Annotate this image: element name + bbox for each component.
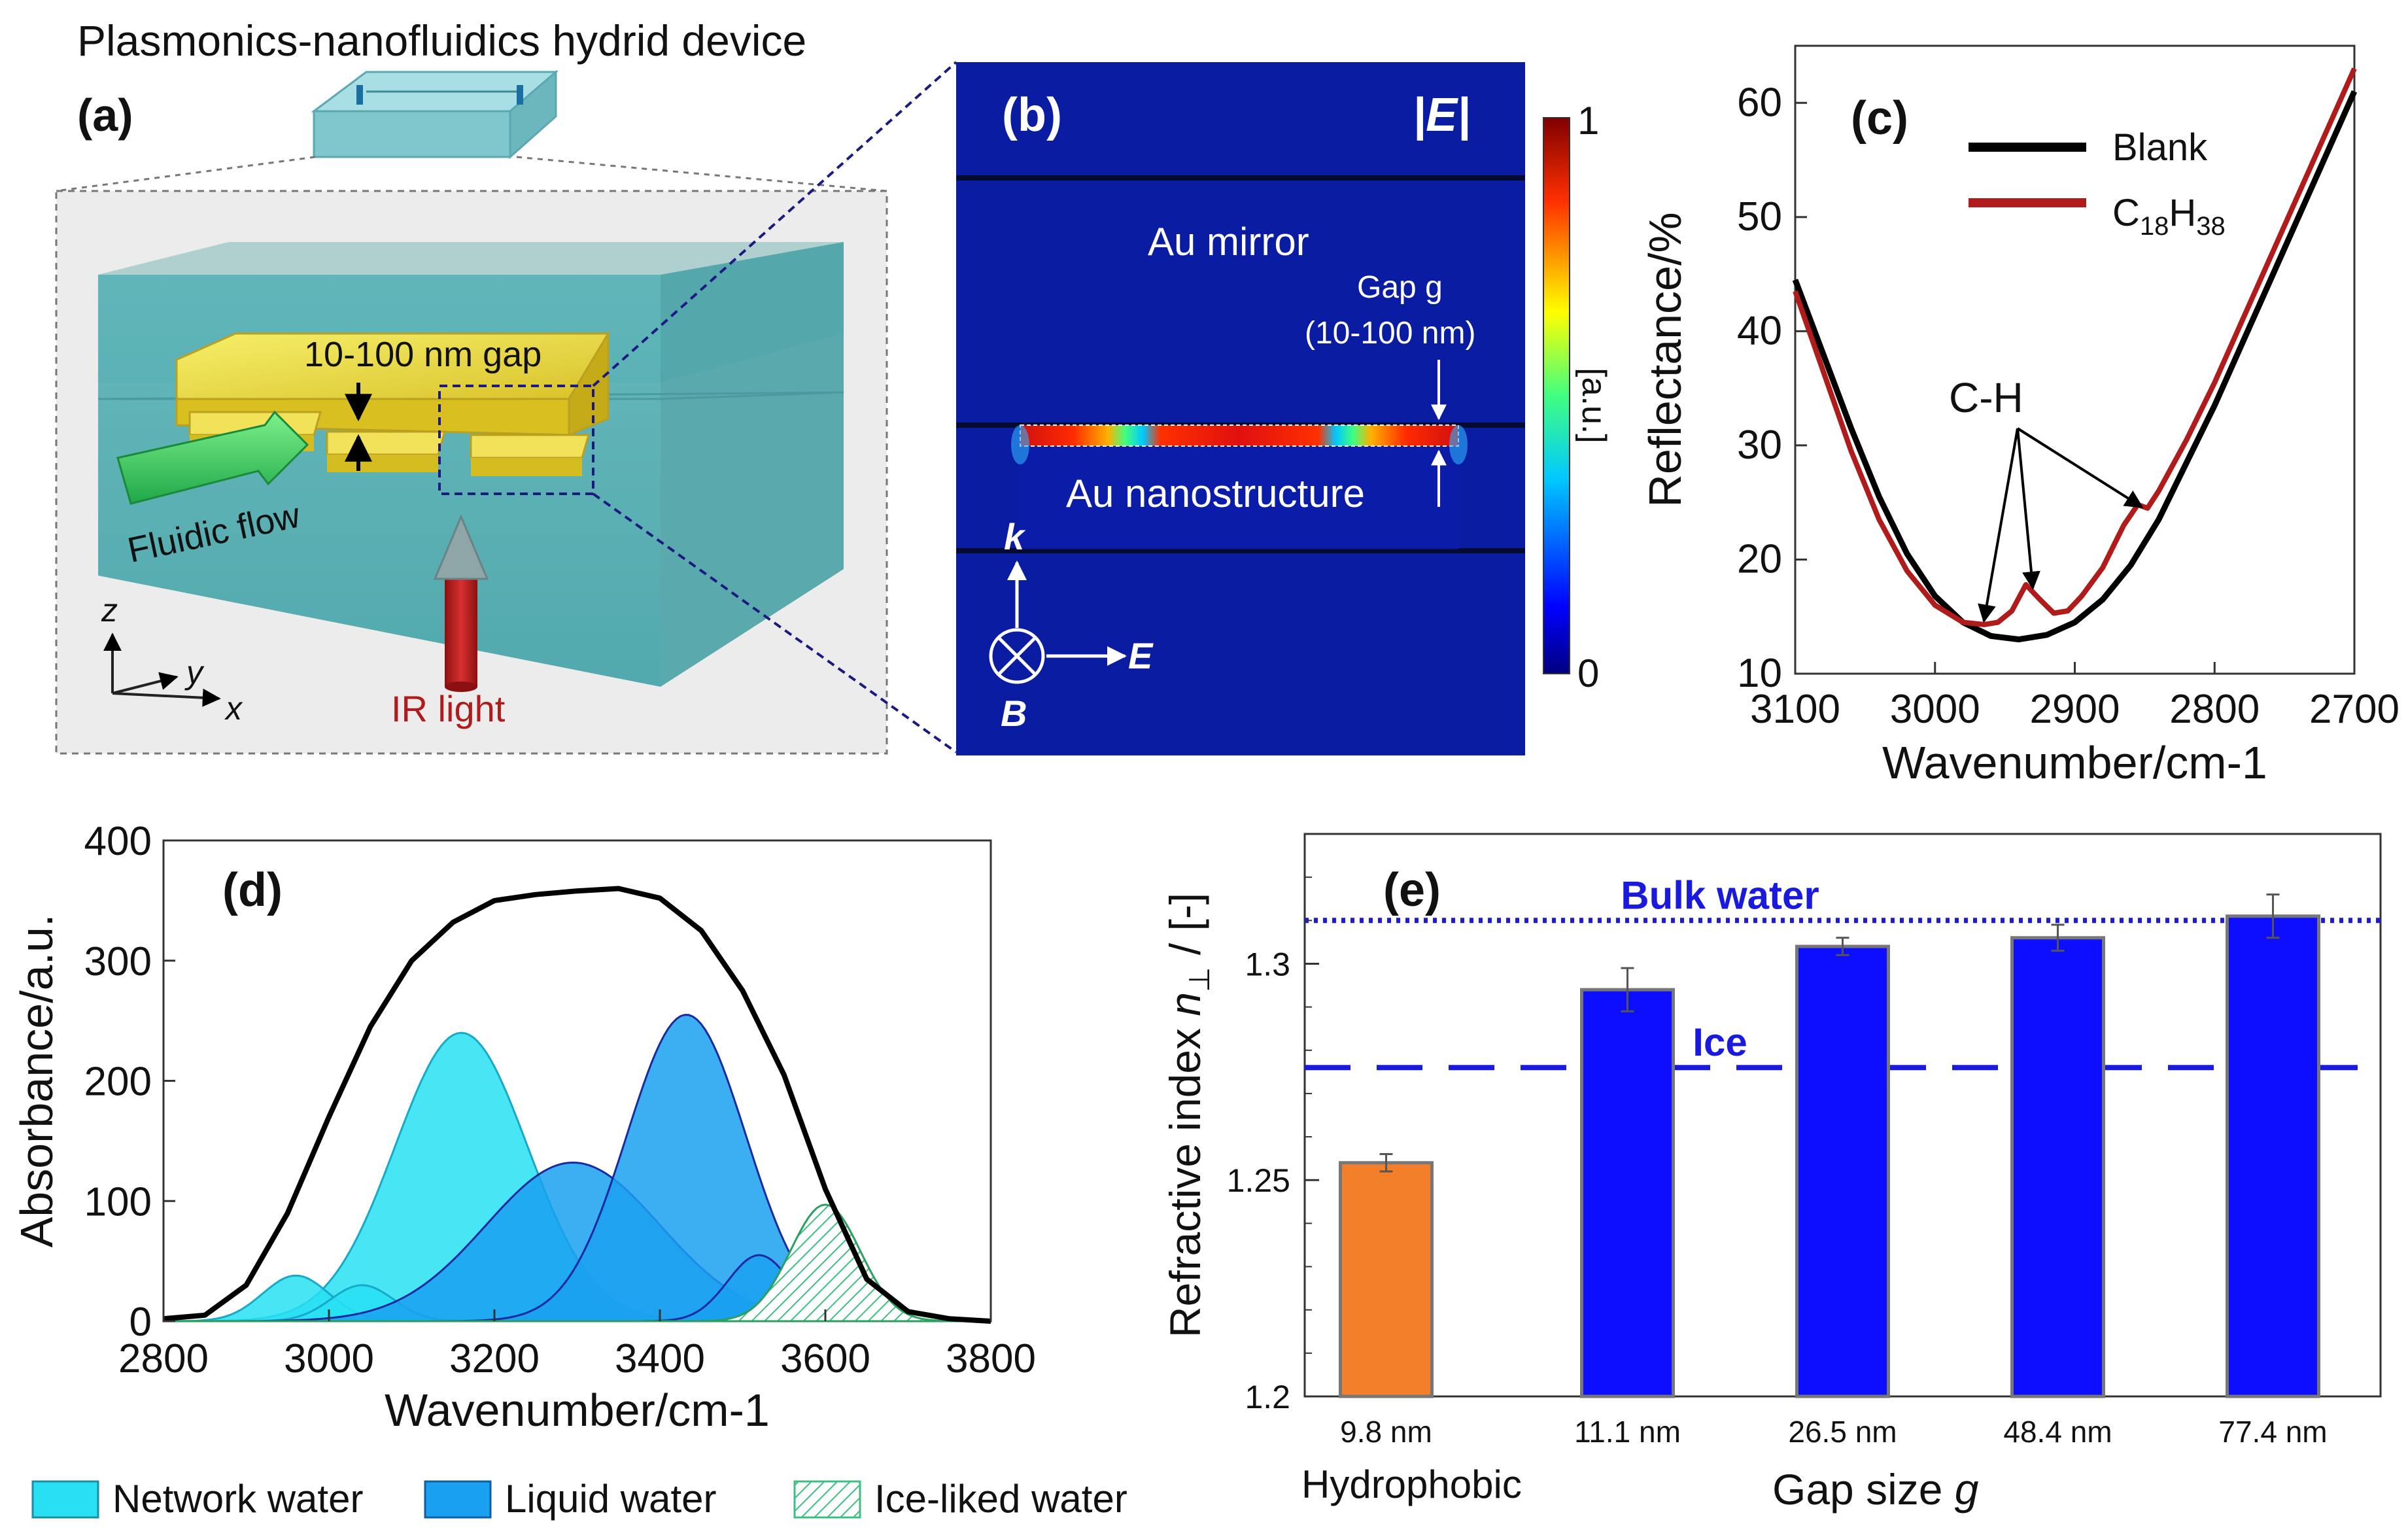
panel-e-label: (e) (1383, 864, 1441, 916)
colorbar-min: 0 (1577, 651, 1599, 695)
d-xlabel: Wavenumber/cm-1 (385, 1385, 770, 1436)
e-bar (2226, 914, 2320, 1398)
au-nanostructure-label: Au nanostructure (1066, 472, 1365, 515)
legend-liquid-swatch (424, 1480, 492, 1519)
ir-light-label: IR light (391, 688, 506, 729)
legend-network-swatch (31, 1480, 99, 1519)
panel-d-label: (d) (222, 864, 283, 916)
panel-c-legend: Blank C18H38 (1969, 126, 2226, 241)
legend-ice-swatch (793, 1480, 861, 1519)
e-category-label: 48.4 nm (2003, 1415, 2112, 1449)
c-series-blank (1792, 90, 2358, 643)
panel-a-title: Plasmonics-nanofluidics hydrid device (77, 16, 806, 65)
d-xtick-label: 3200 (449, 1336, 540, 1381)
d-xtick-label: 3600 (780, 1336, 870, 1381)
c-ytick-label: 30 (1737, 423, 1782, 468)
d-xtick-label: 3400 (615, 1336, 705, 1381)
legend-ice-label: Ice-liked water (874, 1477, 1127, 1521)
au-mirror-label: Au mirror (1148, 220, 1309, 264)
e-ytick-label: 1.25 (1227, 1162, 1290, 1199)
axis-z-label: z (101, 592, 118, 629)
polarization-indicator: k E B (989, 516, 1154, 734)
legend-blank-label: Blank (2112, 126, 2208, 169)
e-bulk-water-label: Bulk water (1621, 873, 1819, 917)
field-magnitude-label: |E| (1413, 89, 1470, 141)
c-xtick-label: 2800 (2169, 687, 2260, 732)
d-total-absorbance (163, 886, 991, 1324)
panel-d-absorbance-chart: 2800 3000 3200 3400 3600 3800 0 100 200 300 400 Wav… (11, 819, 1127, 1521)
c-ytick-label: 10 (1737, 651, 1782, 696)
e-bar (1339, 1161, 1434, 1398)
legend-network-label: Network water (112, 1477, 363, 1521)
e-category-label: 26.5 nm (1788, 1415, 1897, 1449)
panel-d-legend: Network water Liquid water Ice-liked wat… (31, 1477, 1127, 1521)
c-ytick-label: 20 (1737, 536, 1782, 581)
c-ytick-label: 40 (1737, 308, 1782, 353)
c-series-c18h38 (1793, 67, 2357, 627)
colorbar-unit: [a.u.] (1575, 368, 1613, 443)
colorbar-max: 1 (1577, 99, 1599, 143)
c-xtick-label: 2900 (2030, 687, 2120, 732)
legend-c18-label: C18H38 (2112, 192, 2226, 241)
d-ytick-label: 400 (84, 819, 152, 864)
d-ytick-label: 300 (84, 939, 152, 984)
b-vector-label: B (1001, 693, 1027, 734)
e-vector-label: E (1128, 635, 1154, 676)
c-ytick-label: 60 (1737, 80, 1782, 125)
panel-c-label: (c) (1851, 92, 1908, 145)
d-ytick-label: 0 (129, 1300, 152, 1345)
axes-indicator: z y x (101, 592, 243, 727)
c-xtick-label: 3100 (1750, 687, 1840, 732)
ch-annotation: C-H (1949, 374, 2023, 421)
gap-label: 10-100 nm gap (304, 335, 542, 374)
e-bar (2010, 936, 2105, 1398)
d-component-peak (163, 1203, 991, 1323)
gap-label-line1: Gap g (1357, 270, 1443, 305)
e-category-label: 9.8 nm (1340, 1415, 1432, 1449)
ir-light-beam (445, 576, 477, 687)
c-ch-arrow (2016, 427, 2144, 508)
colorbar (1543, 117, 1570, 674)
c-xtick-label: 2700 (2309, 687, 2399, 732)
gap-label-line2: (10-100 nm) (1305, 316, 1475, 351)
chip-thumbnail (311, 69, 559, 160)
panel-b-label: (b) (1002, 89, 1062, 141)
panel-b-field-map: (b) |E| Au mirror Gap g (10-100 nm) Au n… (956, 62, 1613, 755)
gap-field-hotspot (1020, 424, 1459, 447)
nanofluidic-block: 10-100 nm gap Fluidic flow IR light (97, 242, 844, 729)
e-ytick-label: 1.2 (1245, 1379, 1290, 1415)
axis-y-label: y (184, 654, 205, 691)
e-ytick-label: 1.3 (1245, 946, 1290, 982)
e-category-label: 77.4 nm (2218, 1415, 2327, 1449)
legend-liquid-label: Liquid water (505, 1477, 717, 1521)
fluidic-flow-arrow (116, 410, 309, 505)
k-vector-label: k (1004, 516, 1026, 557)
panel-c-reflectance-chart: 3100 3000 2900 2800 2700 10 20 30 40 50 60 Wavenumb… (1640, 44, 2399, 788)
c-ch-arrow (1978, 428, 2019, 623)
panel-a-device-schematic: Plasmonics-nanofluidics hydrid device (a… (55, 16, 957, 755)
d-ytick-label: 200 (84, 1060, 152, 1105)
d-ylabel: Absorbance/a.u. (11, 914, 62, 1248)
e-bar (1795, 944, 1890, 1398)
e-bar (1580, 988, 1675, 1398)
axis-x-label: x (224, 690, 243, 727)
e-category-label: 11.1 nm (1574, 1415, 1681, 1449)
d-xtick-label: 2800 (118, 1336, 209, 1381)
panel-e-xlabel: Gap size g (1772, 1465, 1979, 1513)
c-xtick-label: 3000 (1890, 687, 1980, 732)
panel-e-refractive-index-chart: Bulk water Ice 9.8 nm 11.1 nm 26.5 nm 48.4 nm… (1161, 833, 2382, 1513)
e-ice-label: Ice (1693, 1020, 1747, 1064)
c-ytick-label: 50 (1737, 194, 1782, 239)
hydrophobic-label: Hydrophobic (1301, 1462, 1522, 1506)
d-ytick-label: 100 (84, 1179, 152, 1224)
d-xtick-label: 3000 (284, 1336, 374, 1381)
c-ylabel: Reflectance/% (1640, 212, 1691, 507)
panel-e-ylabel: Refractive index n⊥ / [-] (1161, 893, 1216, 1338)
d-xtick-label: 3800 (946, 1336, 1036, 1381)
c-xlabel: Wavenumber/cm-1 (1882, 737, 2267, 788)
panel-a-label: (a) (77, 90, 133, 141)
c-ch-arrow (2016, 428, 2040, 590)
